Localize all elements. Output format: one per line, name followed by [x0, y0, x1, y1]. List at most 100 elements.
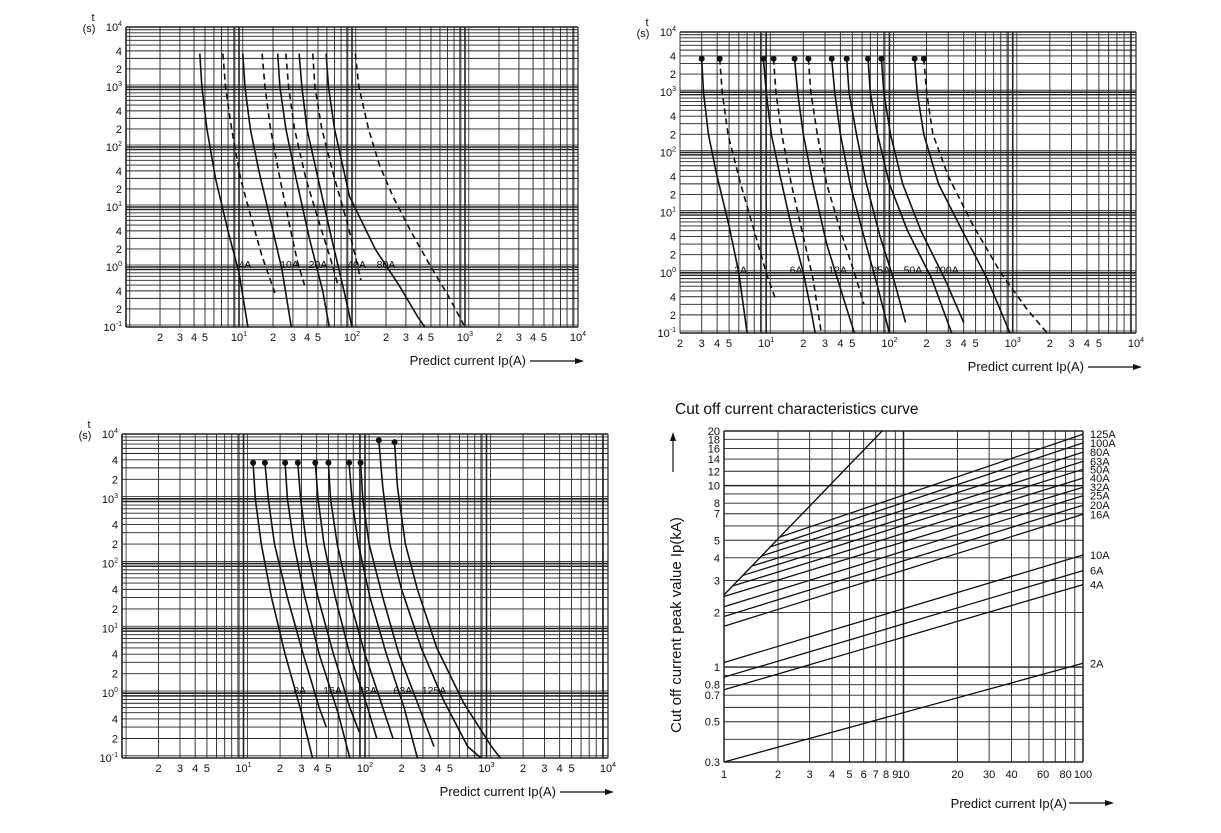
x-tick-label: 10	[897, 769, 909, 781]
series-line-6a	[723, 570, 1084, 678]
curve-start-dot	[878, 55, 885, 62]
y-tick-label: 101	[660, 207, 676, 220]
y-tick-label: 4	[112, 714, 118, 726]
series-line-80a	[761, 451, 1084, 557]
x-tick-label: 9	[892, 769, 898, 781]
y-axis-unit: (s)	[79, 430, 92, 442]
chart1-y-ticks: 10-1 2 4 100 2 4 101 2 4 102 2 4 103 2 4 104	[104, 21, 123, 334]
x-tick-label: 5	[204, 763, 210, 775]
series-line-40a-min	[298, 53, 353, 328]
chart1-series	[199, 53, 466, 328]
series-line-80a-min	[325, 53, 426, 328]
x-tick-label: 102	[881, 337, 897, 350]
chart1-x-ticks: 2 3 4 5 101 2 3 4 5 102 2 3 4 5 103 2 3 4 5 104	[157, 331, 586, 344]
x-tick-label: 5	[973, 338, 979, 350]
y-tick-label: 2	[670, 129, 676, 141]
x-tick-label: 40	[1005, 769, 1017, 781]
x-tick-label: 3	[516, 332, 522, 344]
series-label: 4A	[1090, 580, 1104, 592]
x-tick-label: 5	[849, 338, 855, 350]
series-line-20a-max	[285, 53, 339, 286]
series-line-12a-min	[793, 58, 856, 334]
curve-start-dot	[828, 55, 835, 62]
series-line-16a	[723, 513, 1084, 627]
chart3-curve-labels: 8A 16A 32A 63A 125A	[293, 685, 446, 697]
x-tick-label: 5	[1096, 338, 1102, 350]
y-tick-label: 2	[116, 124, 122, 136]
series-label: 25A	[1090, 491, 1110, 503]
chart3-x-ticks: 2 3 4 5 101 2 3 4 5 102 2 3 4 5 103 2 3 4 5 104	[156, 762, 617, 775]
x-tick-label: 5	[568, 763, 574, 775]
y-tick-label: 4	[116, 166, 122, 178]
y-tick-label: 4	[112, 455, 118, 467]
x-tick-label: 2	[383, 332, 389, 344]
y-tick-label: 2	[670, 250, 676, 262]
y-tick-label: 4	[670, 292, 676, 304]
series-line-32a-max	[327, 462, 394, 739]
y-tick-label: 2	[714, 607, 720, 619]
y-tick-label: 12	[708, 466, 720, 478]
x-tick-label: 7	[873, 769, 879, 781]
y-tick-label: 0.3	[705, 757, 720, 769]
curve-start-dot	[294, 459, 301, 466]
series-line-32a	[723, 486, 1084, 598]
y-tick-label: 2	[116, 244, 122, 256]
x-tick-label: 4	[314, 763, 320, 775]
series-line-2a-max	[718, 58, 777, 301]
y-tick-label: 4	[112, 584, 118, 596]
y-tick-label: 18	[708, 434, 720, 446]
curve-label: 12A	[828, 265, 847, 277]
y-axis-label-t: t	[87, 419, 90, 431]
series-label: 10A	[1090, 550, 1110, 562]
y-axis-arrowhead	[670, 432, 676, 441]
series-line-125a-max	[393, 442, 501, 759]
y-tick-label: 4	[670, 51, 676, 63]
y-tick-label: 4	[670, 111, 676, 123]
x-axis-arrowhead	[605, 789, 614, 795]
curve-start-dot	[770, 55, 777, 62]
x-tick-label: 4	[961, 338, 967, 350]
curve-label: 100A	[934, 265, 959, 277]
y-tick-label: 4	[116, 226, 122, 238]
curve-start-dot	[805, 55, 812, 62]
y-tick-label: 2	[116, 304, 122, 316]
series-line-80a-max	[354, 53, 466, 328]
x-axis-label: Predict current Ip(A)	[951, 796, 1067, 811]
curve-start-dot	[312, 459, 319, 466]
x-tick-label: 104	[600, 762, 616, 775]
y-tick-label: 103	[660, 86, 676, 99]
curve-label: 32A	[358, 685, 377, 697]
y-tick-label: 104	[106, 21, 122, 34]
series-line-8a-max	[264, 462, 328, 728]
series-label: 125A	[1090, 429, 1116, 441]
y-axis-unit: (s)	[83, 23, 96, 35]
y-tick-label: 7	[714, 509, 720, 521]
x-tick-label: 20	[951, 769, 963, 781]
series-line-50a-min	[867, 58, 953, 334]
curve-label: 40A	[347, 259, 366, 271]
y-tick-label: 4	[116, 286, 122, 298]
chart2-dots	[698, 55, 927, 62]
series-label: 2A	[1090, 658, 1104, 670]
x-tick-label: 3	[177, 332, 183, 344]
x-tick-label: 5	[428, 332, 434, 344]
chart-title: Cut off current characteristics curve	[675, 401, 919, 418]
series-line-4a	[723, 583, 1084, 691]
chart3-grid: t(s) Predict current Ip(A)	[79, 419, 614, 799]
series-label: 80A	[1090, 447, 1110, 459]
curve-start-dot	[391, 439, 398, 446]
curve-label: 63A	[394, 685, 413, 697]
curve-label: 25A	[871, 265, 890, 277]
x-tick-label: 5	[315, 332, 321, 344]
series-label: 50A	[1090, 464, 1110, 476]
x-tick-label: 2	[1047, 338, 1053, 350]
y-tick-label: 0.7	[705, 690, 720, 702]
series-line-50a-max	[880, 58, 965, 323]
curve-label: 16A	[323, 685, 342, 697]
chart3-dots	[250, 437, 398, 466]
x-tick-label: 30	[983, 769, 995, 781]
x-tick-label: 3	[403, 332, 409, 344]
series-line-10a-min	[242, 53, 293, 328]
x-tick-label: 102	[357, 762, 373, 775]
